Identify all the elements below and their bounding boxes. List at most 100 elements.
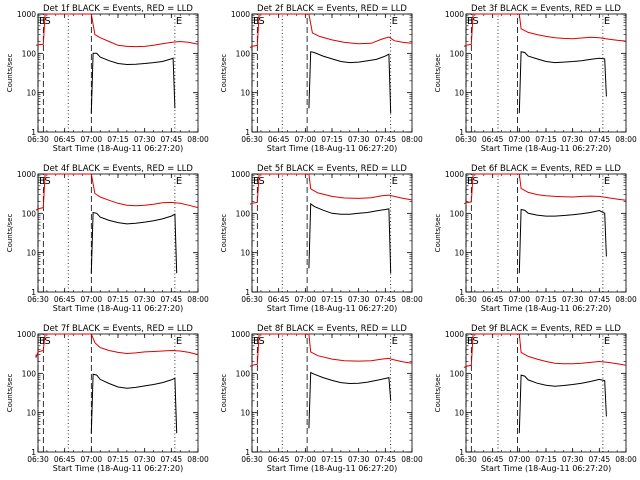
y-axis-label: Counts/sec bbox=[434, 54, 442, 93]
x-tick-label: 06:30 bbox=[455, 455, 477, 464]
y-tick-label: 10 bbox=[454, 89, 464, 98]
series-line bbox=[249, 13, 413, 49]
x-axis-label: Start Time (18-Aug-11 06:27:20) bbox=[481, 304, 612, 313]
series-line bbox=[308, 371, 392, 429]
y-tick-label: 1000 bbox=[445, 170, 464, 179]
y-tick-label: 1000 bbox=[445, 330, 464, 339]
event-marker-label: S bbox=[44, 176, 50, 187]
y-tick-label: 10 bbox=[240, 89, 250, 98]
x-tick-label: 07:45 bbox=[161, 455, 183, 464]
x-tick-label: 07:00 bbox=[295, 295, 317, 304]
event-marker-label: E bbox=[253, 336, 259, 347]
y-tick-label: 1000 bbox=[445, 10, 464, 19]
x-tick-label: 08:00 bbox=[187, 455, 209, 464]
y-tick-label: 10 bbox=[454, 249, 464, 258]
y-tick-label: 1 bbox=[459, 128, 464, 137]
y-tick-label: 1 bbox=[459, 448, 464, 457]
x-tick-label: 06:30 bbox=[241, 135, 263, 144]
series-line bbox=[518, 208, 607, 274]
x-tick-label: 07:45 bbox=[589, 455, 611, 464]
x-tick-label: 06:30 bbox=[27, 455, 49, 464]
x-tick-label: 06:30 bbox=[241, 455, 263, 464]
y-tick-label: 10 bbox=[240, 409, 250, 418]
plot-frame bbox=[251, 13, 413, 133]
x-tick-label: 07:15 bbox=[321, 295, 343, 304]
y-tick-label: 100 bbox=[22, 49, 37, 58]
x-tick-label: 07:30 bbox=[348, 135, 370, 144]
event-marker-label: S bbox=[44, 336, 50, 347]
x-tick-label: 06:45 bbox=[482, 455, 504, 464]
y-tick-label: 100 bbox=[450, 49, 465, 58]
y-tick-label: 1000 bbox=[17, 330, 36, 339]
series-line bbox=[249, 333, 413, 367]
x-tick-label: 07:30 bbox=[562, 135, 584, 144]
x-tick-label: 07:30 bbox=[348, 295, 370, 304]
x-tick-label: 07:15 bbox=[535, 295, 557, 304]
panel-title: Det 4f BLACK = Events, RED = LLD bbox=[43, 164, 193, 174]
panel-title: Det 5f BLACK = Events, RED = LLD bbox=[257, 164, 407, 174]
x-axis-label: Start Time (18-Aug-11 06:27:20) bbox=[481, 144, 612, 153]
x-tick-label: 07:00 bbox=[81, 295, 103, 304]
x-tick-label: 08:00 bbox=[615, 135, 637, 144]
x-tick-label: 06:45 bbox=[268, 135, 290, 144]
y-tick-label: 1000 bbox=[231, 10, 250, 19]
y-axis-label: Counts/sec bbox=[434, 374, 442, 413]
x-tick-label: 07:00 bbox=[509, 135, 531, 144]
series-line bbox=[249, 173, 413, 205]
plot-frame bbox=[465, 13, 627, 133]
panel-title: Det 6f BLACK = Events, RED = LLD bbox=[471, 164, 621, 174]
event-marker-label: E bbox=[176, 336, 182, 347]
event-marker-label: E bbox=[392, 16, 398, 27]
y-tick-label: 1000 bbox=[17, 10, 36, 19]
x-tick-label: 07:15 bbox=[535, 455, 557, 464]
event-marker-label: E bbox=[253, 176, 259, 187]
event-marker-label: E bbox=[392, 336, 398, 347]
event-marker-label: S bbox=[472, 176, 478, 187]
series-line bbox=[463, 13, 627, 47]
x-axis-label: Start Time (18-Aug-11 06:27:20) bbox=[267, 304, 398, 313]
detector-panel: Det 3f BLACK = Events, RED = LLD 1 10 100 10… bbox=[434, 4, 637, 153]
event-marker-label: E bbox=[39, 16, 45, 27]
event-marker-label: E bbox=[467, 16, 473, 27]
x-tick-label: 08:00 bbox=[401, 455, 423, 464]
event-marker-label: E bbox=[176, 176, 182, 187]
series-line bbox=[308, 51, 392, 114]
y-tick-label: 10 bbox=[26, 89, 36, 98]
x-tick-label: 08:00 bbox=[187, 135, 209, 144]
detector-panel: Det 2f BLACK = Events, RED = LLD 1 10 100 10… bbox=[220, 4, 423, 153]
x-tick-label: 08:00 bbox=[187, 295, 209, 304]
panel-title: Det 7f BLACK = Events, RED = LLD bbox=[43, 324, 193, 334]
series-line bbox=[90, 52, 176, 114]
series-line bbox=[308, 202, 392, 274]
detector-panel: Det 4f BLACK = Events, RED = LLD 1 10 100 10… bbox=[6, 164, 209, 313]
y-tick-label: 100 bbox=[236, 369, 251, 378]
x-tick-label: 07:15 bbox=[107, 455, 129, 464]
x-tick-label: 07:00 bbox=[295, 455, 317, 464]
panel-title: Det 2f BLACK = Events, RED = LLD bbox=[257, 4, 407, 14]
y-axis-label: Counts/sec bbox=[434, 214, 442, 253]
y-tick-label: 1000 bbox=[231, 330, 250, 339]
x-tick-label: 08:00 bbox=[615, 295, 637, 304]
x-tick-label: 06:30 bbox=[455, 295, 477, 304]
detector-panel: Det 7f BLACK = Events, RED = LLD 1 10 100 10… bbox=[6, 324, 209, 473]
x-tick-label: 06:45 bbox=[54, 455, 76, 464]
x-axis-label: Start Time (18-Aug-11 06:27:20) bbox=[53, 304, 184, 313]
x-tick-label: 07:45 bbox=[375, 135, 397, 144]
event-marker-label: S bbox=[258, 336, 264, 347]
x-tick-label: 06:30 bbox=[241, 295, 263, 304]
plot-frame bbox=[37, 173, 199, 293]
x-tick-label: 07:30 bbox=[134, 135, 156, 144]
x-tick-label: 07:30 bbox=[348, 455, 370, 464]
x-tick-label: 07:00 bbox=[81, 135, 103, 144]
y-axis-label: Counts/sec bbox=[6, 54, 14, 93]
series-line bbox=[518, 374, 607, 434]
y-tick-label: 1000 bbox=[231, 170, 250, 179]
x-tick-label: 06:30 bbox=[27, 135, 49, 144]
event-marker-label: E bbox=[467, 336, 473, 347]
y-axis-label: Counts/sec bbox=[220, 54, 228, 93]
y-tick-label: 1 bbox=[245, 128, 250, 137]
x-tick-label: 06:45 bbox=[54, 295, 76, 304]
series-line bbox=[90, 373, 178, 434]
x-tick-label: 06:45 bbox=[482, 135, 504, 144]
x-axis-label: Start Time (18-Aug-11 06:27:20) bbox=[53, 464, 184, 473]
